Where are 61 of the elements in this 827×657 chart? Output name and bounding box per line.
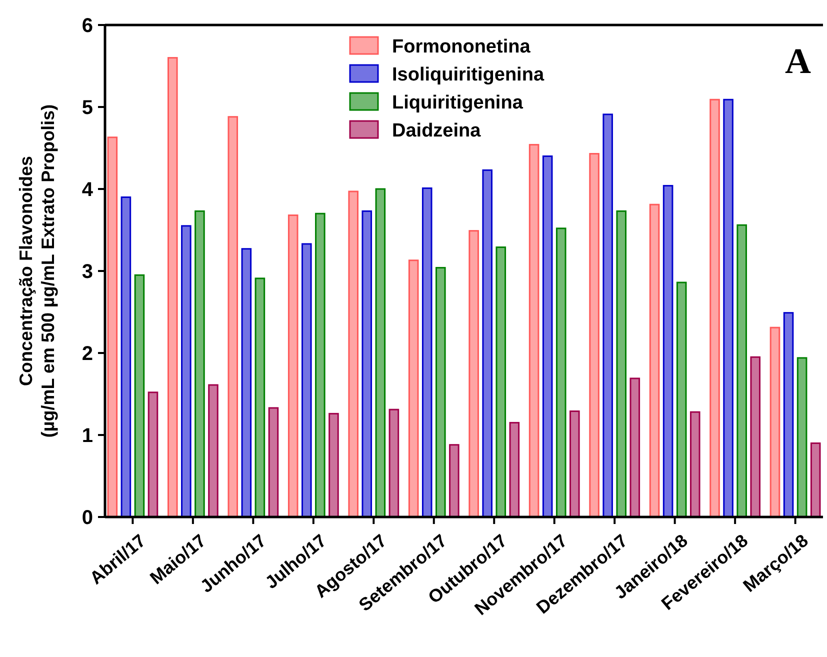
bar — [589, 152, 600, 518]
bar — [810, 442, 821, 518]
y-tick-label: 5 — [82, 97, 93, 119]
bar — [388, 408, 400, 518]
bar — [288, 214, 298, 518]
bar — [107, 136, 118, 518]
y-axis-title: Concentração Flavonoides (µg/mL em 500 µg/mL Extrato Propolis) — [16, 104, 58, 438]
bar — [254, 278, 266, 518]
bar — [570, 410, 580, 518]
bar — [302, 243, 312, 518]
y-tick-label: 4 — [82, 179, 94, 201]
bar — [422, 187, 432, 518]
bar — [796, 357, 808, 518]
bar — [241, 248, 252, 518]
bar — [134, 274, 145, 518]
bar — [602, 114, 613, 518]
legend-label: Formononetina — [392, 36, 531, 58]
bar — [736, 224, 747, 518]
bar — [496, 246, 506, 518]
bar — [268, 407, 279, 518]
bar — [556, 228, 566, 518]
bar — [616, 210, 626, 518]
bar — [750, 356, 761, 518]
bar — [449, 444, 460, 518]
bar — [542, 155, 553, 518]
bar — [181, 225, 192, 518]
legend-label: Daidzeina — [392, 120, 482, 142]
y-tick-label: 3 — [82, 261, 93, 283]
bar — [690, 411, 700, 518]
bar — [148, 392, 158, 518]
bar — [208, 384, 218, 518]
legend-label: Isoliquiritigenina — [392, 64, 544, 86]
bar — [194, 210, 205, 518]
bar — [362, 210, 372, 518]
bar — [436, 266, 446, 518]
bar — [649, 204, 660, 518]
bar — [120, 196, 132, 518]
bar — [710, 98, 720, 518]
bar — [509, 422, 520, 518]
bar — [482, 169, 492, 518]
y-tick-label: 2 — [82, 343, 93, 365]
bar — [408, 260, 419, 518]
bar — [315, 212, 326, 518]
annotation: A — [785, 41, 811, 81]
bar — [528, 144, 540, 518]
bar — [662, 184, 674, 518]
bar — [348, 190, 358, 518]
bar — [468, 230, 479, 518]
y-tick-label: 1 — [82, 425, 93, 447]
bar — [375, 188, 386, 518]
y-tick-label: 0 — [82, 507, 93, 529]
bar — [770, 326, 780, 518]
y-tick-label: 6 — [82, 15, 93, 37]
bar — [167, 57, 178, 518]
bar — [630, 378, 640, 518]
bar — [783, 312, 794, 518]
bar — [228, 116, 238, 518]
bar — [723, 98, 734, 518]
bar — [676, 282, 687, 518]
bar — [328, 412, 339, 518]
legend-label: Liquiritigenina — [392, 92, 524, 114]
